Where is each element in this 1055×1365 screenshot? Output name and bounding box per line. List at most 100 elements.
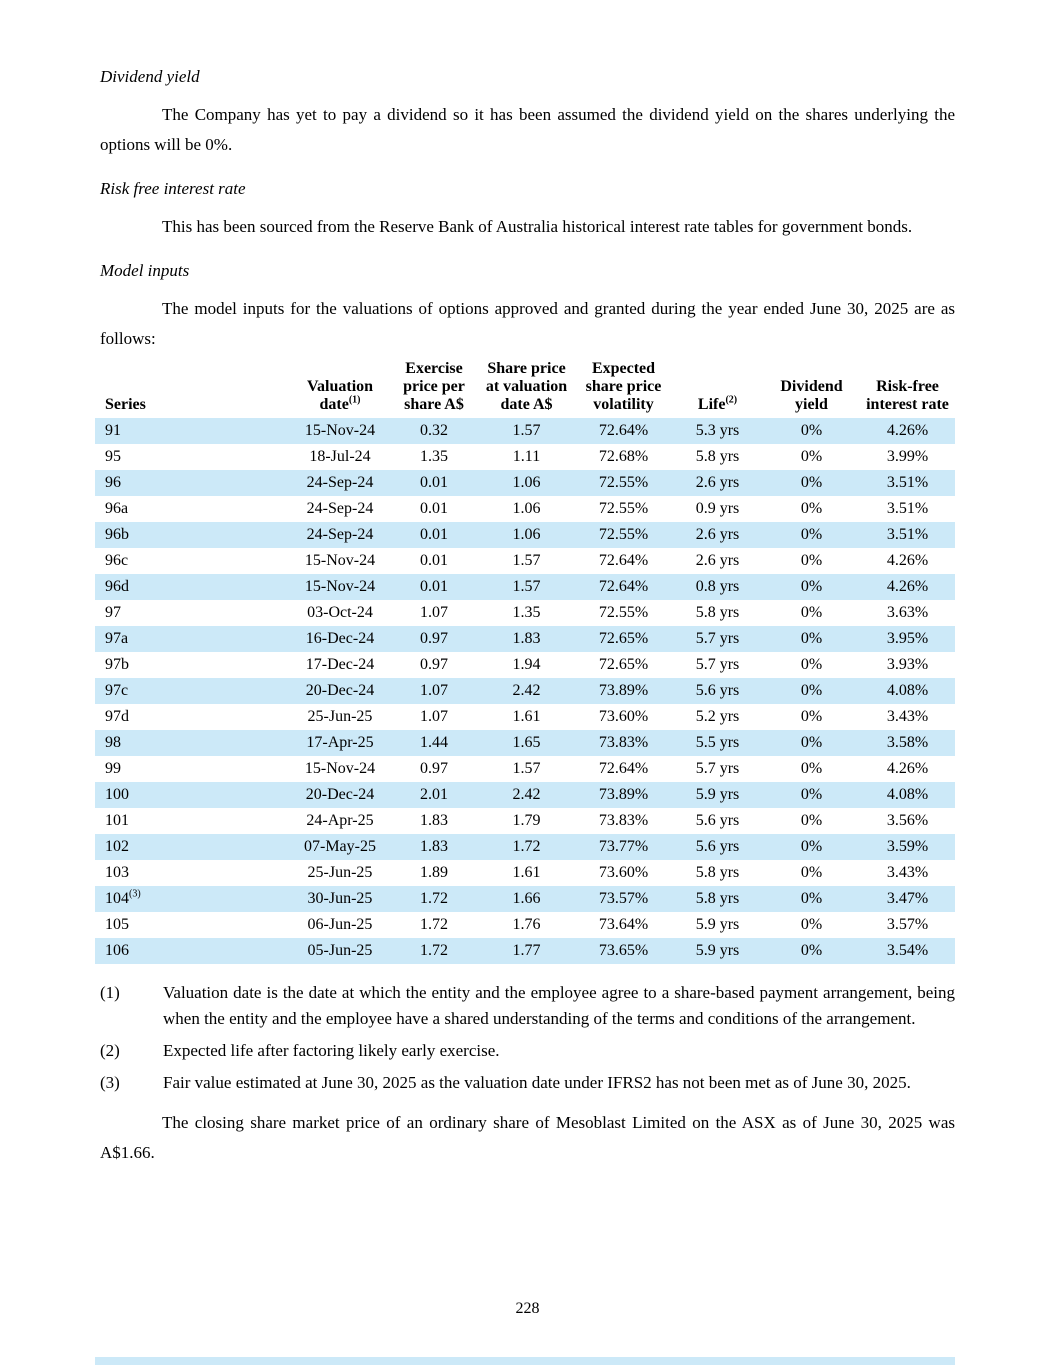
cell-life: 5.3 yrs [672, 418, 763, 444]
cell-valuation-date: 17-Dec-24 [305, 656, 375, 673]
cell-volatility: 72.68% [598, 448, 649, 465]
cell-dividend-yield: 0% [763, 574, 860, 600]
cell-exercise-price: 0.01 [420, 552, 448, 569]
table-header-row: Series Valuation date(1) Exercise price … [95, 360, 955, 418]
table-row: 97d 25-Jun-25 1.07 1.61 73.60% 5.2 yrs 0… [95, 704, 955, 730]
cell-series: 97 [105, 604, 121, 621]
cell-life: 5.8 yrs [695, 604, 740, 621]
footnote-text: Fair value estimated at June 30, 2025 as… [163, 1073, 911, 1092]
cell-risk-free-rate: 4.08% [860, 782, 955, 808]
cell-exercise-price: 1.72 [390, 938, 478, 964]
cell-dividend-yield: 0% [763, 470, 860, 496]
table-row: 97b 17-Dec-24 0.97 1.94 72.65% 5.7 yrs 0… [95, 652, 955, 678]
cell-share-price: 2.42 [478, 678, 575, 704]
cell-life: 0.9 yrs [695, 500, 740, 517]
cell-exercise-price: 1.72 [420, 916, 448, 933]
cell-exercise-price: 1.72 [390, 886, 478, 912]
cell-life: 2.6 yrs [695, 552, 740, 569]
cell-volatility: 72.55% [575, 470, 672, 496]
cell-share-price: 1.06 [512, 500, 541, 517]
cell-series: 102 [95, 834, 290, 860]
cell-dividend-yield: 0% [763, 730, 860, 756]
cell-valuation-date: 24-Sep-24 [290, 522, 390, 548]
cell-volatility: 72.64% [598, 552, 649, 569]
cell-valuation-date: 25-Jun-25 [307, 708, 373, 725]
option-model-inputs-table: Series Valuation date(1) Exercise price … [95, 360, 955, 964]
cell-share-price: 1.35 [512, 604, 541, 621]
heading-risk-free-interest-rate: Risk free interest rate [100, 179, 246, 198]
cell-dividend-yield: 0% [763, 886, 860, 912]
col-header-exercise-price: Exercise price per share A$ [403, 360, 465, 413]
cell-share-price: 1.06 [478, 470, 575, 496]
bottom-stripe-bar [95, 1357, 955, 1365]
cell-risk-free-rate: 3.51% [860, 522, 955, 548]
cell-valuation-date: 30-Jun-25 [290, 886, 390, 912]
cell-series: 104(3) [95, 886, 290, 912]
cell-dividend-yield: 0% [800, 500, 823, 517]
cell-volatility: 73.64% [598, 916, 649, 933]
col-header-volatility: Expected share price volatility [585, 360, 662, 413]
cell-series: 97a [95, 626, 290, 652]
cell-series: 96d [95, 574, 290, 600]
cell-exercise-price: 1.07 [390, 678, 478, 704]
footnote-marker: (2) [100, 1041, 120, 1060]
cell-volatility: 73.60% [598, 864, 649, 881]
cell-life: 5.7 yrs [672, 626, 763, 652]
cell-volatility: 72.64% [575, 574, 672, 600]
cell-series: 96 [95, 470, 290, 496]
cell-valuation-date: 15-Nov-24 [304, 552, 376, 569]
cell-life: 5.7 yrs [695, 760, 740, 777]
cell-volatility: 73.60% [598, 708, 649, 725]
footnote: (3) Fair value estimated at June 30, 202… [100, 1070, 955, 1096]
cell-life: 5.8 yrs [695, 448, 740, 465]
cell-life: 5.9 yrs [672, 782, 763, 808]
cell-volatility: 73.65% [575, 938, 672, 964]
cell-risk-free-rate: 3.43% [886, 864, 929, 881]
cell-series: 98 [95, 730, 290, 756]
col-header-share-price: Share price at valuation date A$ [485, 360, 568, 413]
cell-valuation-date: 18-Jul-24 [309, 448, 371, 465]
cell-volatility: 73.83% [575, 730, 672, 756]
cell-dividend-yield: 0% [800, 916, 823, 933]
table-row: 103 25-Jun-25 1.89 1.61 73.60% 5.8 yrs 0… [95, 860, 955, 886]
cell-risk-free-rate: 3.99% [886, 448, 929, 465]
footnote-text: Expected life after factoring likely ear… [163, 1041, 500, 1060]
cell-dividend-yield: 0% [763, 626, 860, 652]
cell-series: 91 [95, 418, 290, 444]
cell-series: 103 [105, 864, 129, 881]
cell-life: 0.8 yrs [672, 574, 763, 600]
cell-life: 5.9 yrs [695, 916, 740, 933]
table-row: 97c 20-Dec-24 1.07 2.42 73.89% 5.6 yrs 0… [95, 678, 955, 704]
cell-risk-free-rate: 3.93% [886, 656, 929, 673]
cell-life: 5.6 yrs [672, 834, 763, 860]
cell-share-price: 1.94 [512, 656, 541, 673]
cell-valuation-date: 20-Dec-24 [290, 678, 390, 704]
cell-exercise-price: 0.97 [420, 760, 448, 777]
cell-exercise-price: 0.01 [420, 500, 448, 517]
table-row: 100 20-Dec-24 2.01 2.42 73.89% 5.9 yrs 0… [95, 782, 955, 808]
table-row: 106 05-Jun-25 1.72 1.77 73.65% 5.9 yrs 0… [95, 938, 955, 964]
table-row: 91 15-Nov-24 0.32 1.57 72.64% 5.3 yrs 0%… [95, 418, 955, 444]
cell-risk-free-rate: 3.54% [860, 938, 955, 964]
cell-dividend-yield: 0% [800, 552, 823, 569]
cell-volatility: 72.55% [575, 522, 672, 548]
table-row: 102 07-May-25 1.83 1.72 73.77% 5.6 yrs 0… [95, 834, 955, 860]
heading-model-inputs: Model inputs [100, 261, 190, 280]
cell-risk-free-rate: 4.08% [860, 678, 955, 704]
cell-exercise-price: 1.44 [390, 730, 478, 756]
cell-volatility: 73.83% [598, 812, 649, 829]
cell-valuation-date: 03-Oct-24 [307, 604, 373, 621]
cell-exercise-price: 1.35 [420, 448, 448, 465]
cell-exercise-price: 0.32 [390, 418, 478, 444]
table-row: 97a 16-Dec-24 0.97 1.83 72.65% 5.7 yrs 0… [95, 626, 955, 652]
cell-share-price: 1.61 [512, 708, 541, 725]
cell-share-price: 1.61 [512, 864, 541, 881]
cell-dividend-yield: 0% [800, 604, 823, 621]
cell-valuation-date: 25-Jun-25 [307, 864, 373, 881]
cell-series: 99 [105, 760, 121, 777]
cell-volatility: 72.55% [598, 500, 649, 517]
table-row: 99 15-Nov-24 0.97 1.57 72.64% 5.7 yrs 0%… [95, 756, 955, 782]
table-row: 96b 24-Sep-24 0.01 1.06 72.55% 2.6 yrs 0… [95, 522, 955, 548]
cell-dividend-yield: 0% [800, 812, 823, 829]
cell-valuation-date: 15-Nov-24 [290, 418, 390, 444]
